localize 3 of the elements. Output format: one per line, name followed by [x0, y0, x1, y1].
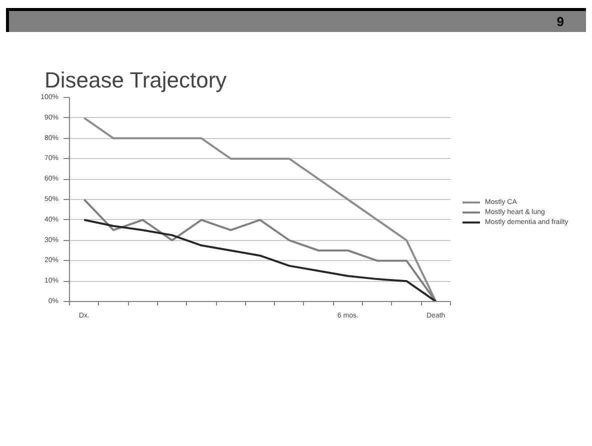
chart-title: Disease Trajectory — [44, 68, 227, 92]
text: 9 — [556, 14, 564, 29]
line-series — [83, 218, 437, 302]
